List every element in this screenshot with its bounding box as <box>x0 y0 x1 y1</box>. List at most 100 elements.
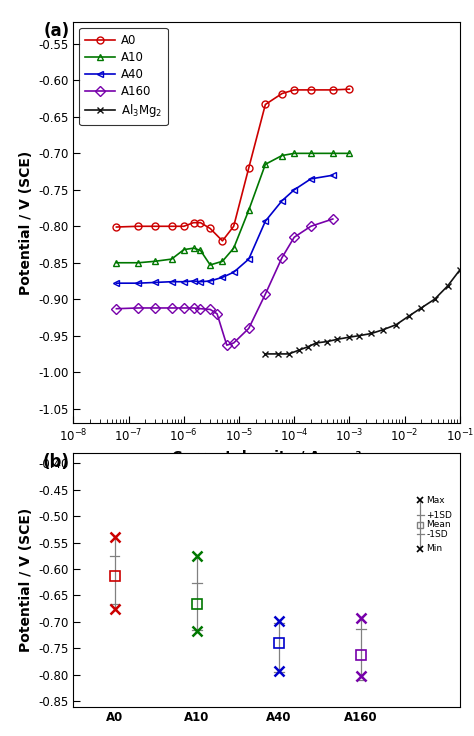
A40 <box>169 277 174 286</box>
Al$_3$Mg$_2$ <box>432 295 438 304</box>
A0 <box>219 236 225 245</box>
A10 <box>152 257 158 266</box>
A10 <box>279 151 285 160</box>
A40 <box>114 279 119 288</box>
Al$_3$Mg$_2$ <box>457 266 463 275</box>
A40 <box>181 277 187 286</box>
A0 <box>330 85 336 94</box>
A40 <box>263 217 268 226</box>
A160 <box>330 215 336 224</box>
A160 <box>191 303 196 312</box>
Al$_3$Mg$_2$ <box>334 335 340 344</box>
Y-axis label: Potential / V (SCE): Potential / V (SCE) <box>18 508 33 651</box>
Al$_3$Mg$_2$ <box>445 282 450 291</box>
Text: (b): (b) <box>43 453 70 470</box>
A40 <box>246 255 252 263</box>
A160 <box>207 305 213 314</box>
A160 <box>279 253 285 262</box>
A10 <box>169 255 174 263</box>
Al$_3$Mg$_2$ <box>263 350 268 358</box>
Al$_3$Mg$_2$ <box>380 325 385 334</box>
A10 <box>292 149 297 158</box>
A160 <box>308 222 314 230</box>
A40 <box>136 279 141 288</box>
A0 <box>346 85 352 93</box>
A10 <box>114 258 119 267</box>
A40 <box>198 277 203 286</box>
A10 <box>181 245 187 254</box>
A160 <box>198 304 203 313</box>
Al$_3$Mg$_2$ <box>286 350 292 358</box>
A160 <box>152 303 158 312</box>
A10 <box>246 206 252 215</box>
A10 <box>263 160 268 169</box>
Text: +1SD: +1SD <box>426 511 452 520</box>
Text: (a): (a) <box>44 22 70 40</box>
A160 <box>169 303 174 312</box>
A160 <box>214 309 220 318</box>
Al$_3$Mg$_2$ <box>346 333 352 342</box>
A40 <box>292 185 297 194</box>
Text: Max: Max <box>426 496 445 505</box>
Line: A40: A40 <box>113 171 336 286</box>
A160 <box>224 341 229 350</box>
Al$_3$Mg$_2$ <box>356 331 362 340</box>
A10 <box>231 244 237 252</box>
A0 <box>152 222 158 230</box>
A10 <box>330 149 336 158</box>
Line: A160: A160 <box>113 216 336 349</box>
A160 <box>231 339 237 347</box>
Al$_3$Mg$_2$ <box>313 339 319 347</box>
A160 <box>292 233 297 241</box>
A0 <box>263 100 268 109</box>
A0 <box>191 218 196 227</box>
Al$_3$Mg$_2$ <box>305 342 311 351</box>
A0 <box>136 222 141 230</box>
A10 <box>207 261 213 269</box>
A0 <box>207 224 213 233</box>
Legend: A0, A10, A40, A160, Al$_3$Mg$_2$: A0, A10, A40, A160, Al$_3$Mg$_2$ <box>79 28 168 125</box>
A10 <box>346 149 352 158</box>
A0 <box>169 222 174 230</box>
Line: Al$_3$Mg$_2$: Al$_3$Mg$_2$ <box>262 266 463 358</box>
A10 <box>136 258 141 267</box>
A40 <box>330 171 336 180</box>
A0 <box>279 89 285 98</box>
A0 <box>246 163 252 172</box>
Text: -1SD: -1SD <box>426 530 448 539</box>
A40 <box>191 277 196 286</box>
Al$_3$Mg$_2$ <box>406 311 412 320</box>
A40 <box>219 273 225 282</box>
A40 <box>279 197 285 205</box>
A0 <box>198 218 203 227</box>
A40 <box>308 174 314 183</box>
A0 <box>114 222 119 231</box>
Al$_3$Mg$_2$ <box>325 337 330 346</box>
A0 <box>292 85 297 94</box>
X-axis label: Current density / A·cm⁻²: Current density / A·cm⁻² <box>172 450 361 464</box>
A10 <box>308 149 314 158</box>
Al$_3$Mg$_2$ <box>419 303 424 312</box>
Y-axis label: Potential / V (SCE): Potential / V (SCE) <box>18 151 33 294</box>
A10 <box>191 244 196 252</box>
A160 <box>263 290 268 299</box>
A10 <box>219 257 225 266</box>
A0 <box>308 85 314 94</box>
Line: A10: A10 <box>113 150 353 269</box>
A160 <box>181 303 187 312</box>
Al$_3$Mg$_2$ <box>296 346 301 355</box>
Text: Min: Min <box>426 545 442 553</box>
A0 <box>231 222 237 230</box>
Al$_3$Mg$_2$ <box>275 350 281 358</box>
A10 <box>198 246 203 255</box>
A0 <box>181 222 187 230</box>
Al$_3$Mg$_2$ <box>368 329 374 338</box>
Al$_3$Mg$_2$ <box>393 320 399 329</box>
Line: A0: A0 <box>113 85 353 244</box>
A40 <box>152 278 158 287</box>
Text: Mean: Mean <box>426 520 451 529</box>
A160 <box>136 303 141 312</box>
A40 <box>207 277 213 286</box>
A160 <box>114 304 119 313</box>
A40 <box>231 268 237 277</box>
